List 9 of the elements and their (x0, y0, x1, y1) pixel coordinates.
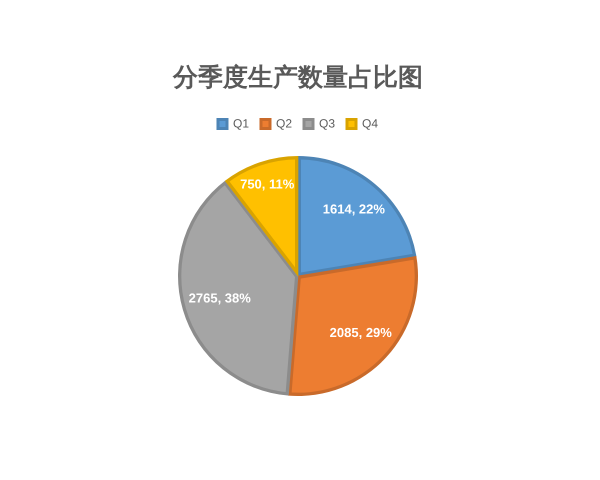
legend-label: Q3 (319, 116, 336, 130)
legend-label: Q1 (232, 116, 250, 130)
legend-label: Q2 (276, 116, 292, 130)
legend-label: Q4 (362, 116, 378, 130)
data-label: 750, 11% (240, 176, 295, 192)
data-label: 2085, 29% (330, 325, 392, 340)
data-label: 2765, 38% (188, 290, 252, 306)
chart-title: 分季度生产数量占比图 (172, 62, 423, 92)
data-label: 1614, 22% (322, 202, 386, 217)
